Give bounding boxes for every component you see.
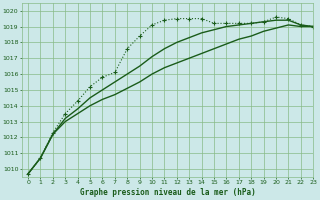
X-axis label: Graphe pression niveau de la mer (hPa): Graphe pression niveau de la mer (hPa) [80, 188, 255, 197]
